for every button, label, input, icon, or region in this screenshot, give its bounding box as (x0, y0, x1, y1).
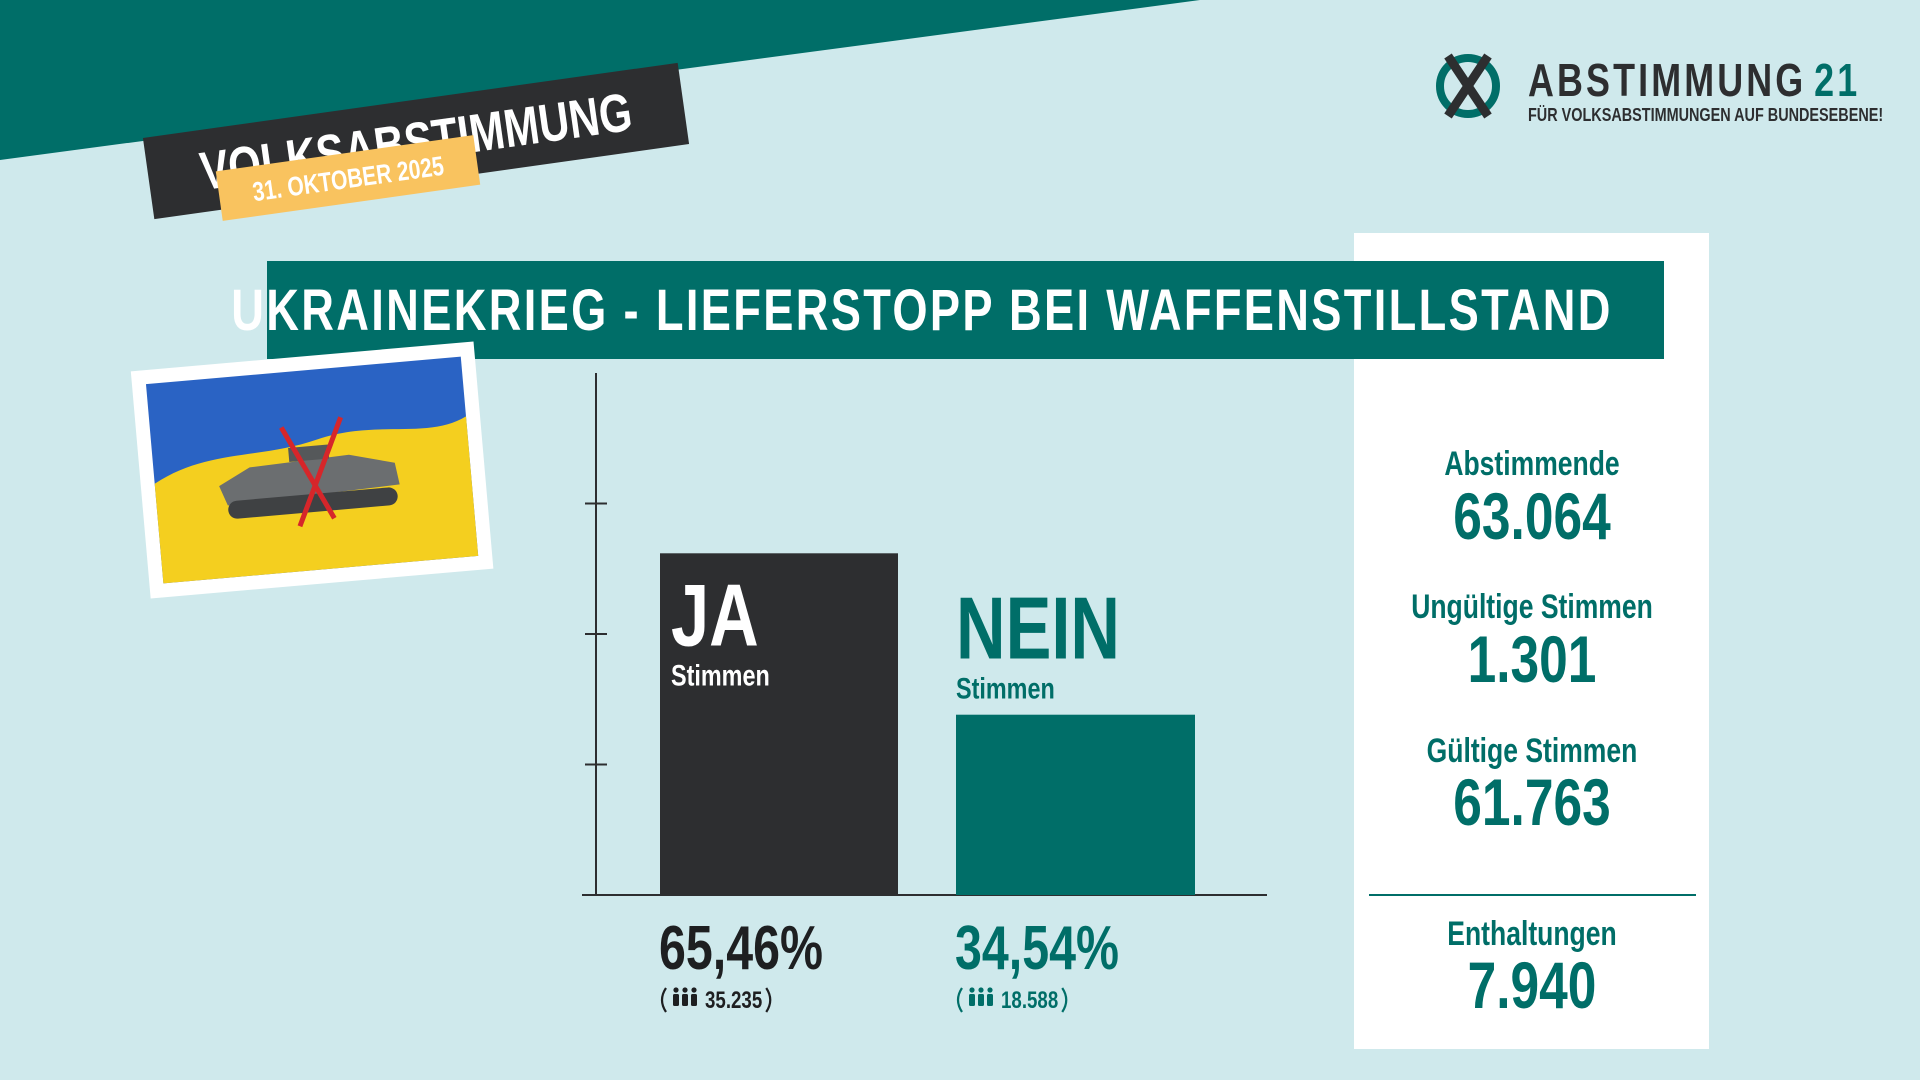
title-banner (267, 261, 1664, 359)
logo-name: ABSTIMMUNG 21 (1528, 55, 1860, 106)
logo-number: 21 (1814, 55, 1860, 106)
people-icon (673, 987, 697, 1006)
person-head (987, 987, 993, 993)
person-body (987, 994, 993, 1006)
chart-title: UKRAINEKRIEG - LIEFERSTOPP BEI WAFFENSTI… (231, 279, 1612, 344)
value-label: 34,54% (955, 913, 1119, 982)
stat-value: 7.940 (1468, 948, 1597, 1023)
person-body (969, 994, 975, 1006)
person-body (978, 994, 984, 1006)
stat-label: Enthaltungen (1447, 915, 1616, 953)
cross-line (279, 426, 337, 520)
category-sublabel: Stimmen (956, 672, 1055, 705)
person-head (691, 987, 697, 993)
photo (130, 341, 494, 599)
person-head (682, 987, 688, 993)
person-body (682, 994, 688, 1006)
date-box (215, 135, 481, 221)
category-sublabel: Stimmen (671, 659, 770, 692)
logo-ring (1436, 54, 1500, 118)
person-head (978, 987, 984, 993)
parenthesis (1061, 987, 1068, 1013)
parenthesis (956, 987, 963, 1013)
vote-label: 35.235 (705, 987, 762, 1014)
person-head (969, 987, 975, 993)
stats-panel (1354, 233, 1709, 1049)
vote-label: 18.588 (1001, 987, 1058, 1014)
person-body (691, 994, 697, 1006)
tank-tracks (228, 487, 398, 519)
stat-value: 63.064 (1453, 479, 1610, 554)
parenthesis (765, 987, 772, 1013)
stat-label: Ungültige Stimmen (1411, 588, 1653, 626)
value-label: 65,46% (659, 913, 823, 982)
logo-tagline: FÜR VOLKSABSTIMMUNGEN AUF BUNDESEBENE! (1528, 104, 1883, 125)
person-body (673, 994, 679, 1006)
stat-label: Gültige Stimmen (1427, 732, 1638, 770)
logo-x (1444, 53, 1492, 119)
people-icon (969, 987, 993, 1006)
cross-line (297, 416, 343, 528)
stat-value: 61.763 (1453, 765, 1610, 840)
bar (956, 714, 1195, 895)
bar (660, 553, 898, 895)
logo-icon (1436, 53, 1500, 119)
person-head (673, 987, 679, 993)
category-label: NEIN (956, 580, 1120, 678)
stat-label: Abstimmende (1444, 445, 1619, 483)
category-label: JA (671, 566, 759, 664)
parenthesis (660, 987, 667, 1013)
stat-value: 1.301 (1468, 622, 1597, 697)
